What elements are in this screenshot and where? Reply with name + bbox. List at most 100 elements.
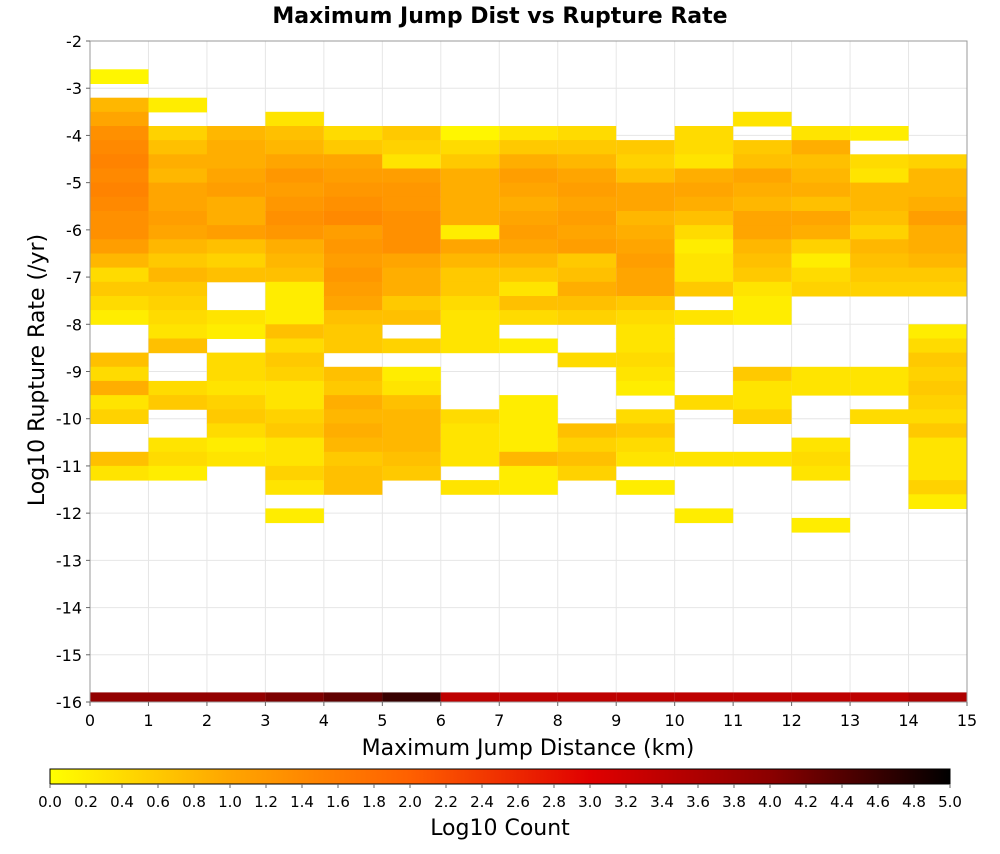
heatmap-cell <box>674 395 734 410</box>
heatmap-cell <box>499 310 558 325</box>
heatmap-cell <box>265 409 324 424</box>
heatmap-cell <box>90 380 149 396</box>
heatmap-cell <box>323 225 383 240</box>
heatmap-cell <box>733 196 792 212</box>
heatmap-cell <box>382 239 441 254</box>
heatmap-cell <box>206 267 266 283</box>
heatmap-cell <box>791 380 851 396</box>
heatmap-cell <box>148 267 207 283</box>
heatmap-cell <box>440 409 500 424</box>
colorbar-tick-label: 5.0 <box>938 793 962 811</box>
heatmap-cell <box>206 253 266 269</box>
heatmap-cell <box>265 480 324 495</box>
heatmap-cell <box>148 126 207 141</box>
heatmap-cell <box>148 168 207 184</box>
heatmap-cell <box>440 182 500 198</box>
heatmap-cell <box>557 225 617 240</box>
heatmap-cell <box>382 451 441 467</box>
y-tick-label: -2 <box>66 32 82 51</box>
colorbar-tick-label: 3.8 <box>722 793 746 811</box>
heatmap-cell <box>148 395 207 410</box>
heatmap-cell <box>850 239 909 254</box>
heatmap-cell <box>265 154 324 169</box>
heatmap-cell <box>90 310 149 325</box>
heatmap-cell <box>382 310 441 325</box>
heatmap-cell <box>616 451 675 467</box>
heatmap-cell <box>90 126 149 141</box>
heatmap-cell <box>440 451 500 467</box>
heatmap-cell <box>557 352 617 368</box>
heatmap-cell <box>323 281 383 297</box>
heatmap-total-cell <box>674 692 734 702</box>
heatmap-cell <box>733 395 792 410</box>
colorbar-tick-label: 1.4 <box>290 793 314 811</box>
heatmap-cell <box>265 253 324 269</box>
heatmap-total-cell <box>499 692 558 702</box>
colorbar-tick-label: 4.4 <box>830 793 854 811</box>
heatmap-cells <box>90 69 967 702</box>
heatmap-cell <box>674 140 734 155</box>
heatmap-cell <box>557 253 617 269</box>
y-axis-label: Log10 Rupture Rate (/yr) <box>25 234 50 506</box>
colorbar-tick-label: 2.2 <box>434 793 458 811</box>
heatmap-cell <box>908 154 967 169</box>
heatmap-cell <box>90 366 149 382</box>
heatmap-cell <box>206 395 266 410</box>
heatmap-cell <box>791 465 851 481</box>
heatmap-cell <box>557 182 617 198</box>
heatmap-cell <box>733 281 792 297</box>
heatmap-cell <box>557 239 617 254</box>
heatmap-cell <box>265 352 324 368</box>
heatmap-cell <box>499 239 558 254</box>
y-tick-label: -15 <box>56 646 82 665</box>
heatmap-cell <box>616 182 675 198</box>
heatmap-cell <box>440 423 500 439</box>
heatmap-cell <box>499 480 558 495</box>
colorbar-tick-label: 3.4 <box>650 793 674 811</box>
heatmap-cell <box>323 480 383 495</box>
heatmap-total-cell <box>908 692 967 702</box>
heatmap-cell <box>557 423 617 439</box>
heatmap-cell <box>850 267 909 283</box>
heatmap-cell <box>323 395 383 410</box>
heatmap-cell <box>850 211 909 226</box>
heatmap-cell <box>206 380 266 396</box>
heatmap-cell <box>499 211 558 226</box>
heatmap-cell <box>499 196 558 212</box>
heatmap-total-cell <box>265 692 324 702</box>
heatmap-cell <box>908 338 967 354</box>
heatmap-cell <box>557 310 617 325</box>
heatmap-cell <box>733 239 792 254</box>
heatmap-cell <box>674 451 734 467</box>
heatmap-cell <box>382 154 441 169</box>
heatmap-cell <box>90 253 149 269</box>
heatmap-cell <box>440 338 500 354</box>
heatmap-cell <box>148 281 207 297</box>
heatmap-cell <box>382 253 441 269</box>
heatmap-cell <box>148 324 207 339</box>
heatmap-cell <box>733 267 792 283</box>
heatmap-cell <box>850 126 909 141</box>
heatmap-cell <box>90 281 149 297</box>
heatmap-cell <box>206 451 266 467</box>
heatmap-cell <box>674 182 734 198</box>
heatmap-cell <box>382 338 441 354</box>
heatmap-cell <box>382 296 441 311</box>
x-tick-label: 2 <box>202 711 212 730</box>
heatmap-cell <box>850 225 909 240</box>
colorbar-tick-label: 3.2 <box>614 793 638 811</box>
heatmap-cell <box>499 140 558 155</box>
heatmap-cell <box>323 182 383 198</box>
colorbar-tick-label: 0.0 <box>38 793 62 811</box>
heatmap-cell <box>90 225 149 240</box>
colorbar-tick-label: 1.8 <box>362 793 386 811</box>
heatmap-cell <box>791 239 851 254</box>
heatmap-cell <box>206 140 266 155</box>
heatmap-cell <box>148 451 207 467</box>
colorbar-tick-label: 2.8 <box>542 793 566 811</box>
heatmap-cell <box>323 296 383 311</box>
heatmap-cell <box>148 239 207 254</box>
colorbar-tick-label: 1.2 <box>254 793 278 811</box>
heatmap-cell <box>206 352 266 368</box>
heatmap-cell <box>265 380 324 396</box>
